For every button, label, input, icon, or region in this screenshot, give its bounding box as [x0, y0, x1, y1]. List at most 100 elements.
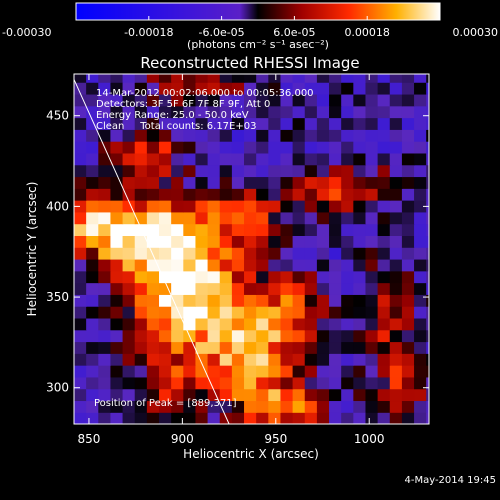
heatmap-cell: [207, 376, 221, 390]
heatmap-cell: [341, 235, 354, 248]
heatmap-cell: [292, 400, 306, 413]
heatmap-cell: [183, 365, 197, 378]
heatmap-cell: [341, 141, 354, 154]
colorbar-tick-label: 0.00030: [453, 26, 499, 39]
heatmap-cell: [195, 176, 209, 189]
heatmap-cell: [207, 105, 221, 119]
heatmap-cell: [195, 129, 209, 142]
heatmap-cell: [219, 223, 233, 236]
heatmap-cell: [292, 282, 306, 295]
heatmap-cell: [183, 176, 197, 189]
heatmap-cell: [377, 353, 391, 366]
heatmap-cell: [426, 105, 429, 119]
heatmap-cell: [134, 353, 148, 366]
peak-position-label: Position of Peak = [889,371]: [94, 398, 237, 409]
heatmap-cell: [256, 317, 269, 331]
heatmap-cell: [341, 388, 354, 402]
heatmap-cell: [377, 164, 391, 178]
heatmap-cell: [134, 388, 148, 402]
heatmap-cell: [183, 341, 197, 354]
heatmap-cell: [401, 294, 415, 307]
heatmap-cell: [353, 152, 367, 166]
heatmap-cell: [159, 211, 172, 225]
heatmap-cell: [146, 270, 160, 284]
heatmap-cell: [195, 247, 209, 260]
heatmap-cell: [134, 188, 148, 201]
heatmap-cell: [401, 188, 415, 201]
heatmap-cell: [268, 353, 282, 366]
heatmap-cell: [341, 211, 354, 225]
heatmap-cell: [280, 258, 294, 272]
heatmap-cell: [195, 223, 209, 236]
heatmap-cell: [280, 141, 294, 154]
heatmap-cell: [268, 223, 282, 236]
heatmap-cell: [353, 200, 367, 213]
heatmap-cell: [122, 93, 136, 107]
heatmap-cell: [389, 105, 403, 119]
heatmap-cell: [195, 93, 209, 107]
heatmap-cell: [280, 117, 294, 130]
heatmap-cell: [389, 341, 403, 354]
annotation-time: 14-Mar-2012 00:02:06.000 to 00:05:36.000: [96, 88, 314, 99]
heatmap-cell: [183, 306, 197, 319]
heatmap-cell: [122, 164, 136, 178]
heatmap-cell: [207, 353, 221, 366]
heatmap-cell: [244, 200, 257, 213]
heatmap-cell: [98, 270, 112, 284]
heatmap-cell: [219, 306, 233, 319]
heatmap-cell: [341, 200, 354, 213]
heatmap-cell: [268, 365, 282, 378]
heatmap-cell: [219, 129, 233, 142]
heatmap-cell: [256, 223, 269, 236]
heatmap-cell: [134, 200, 148, 213]
heatmap-cell: [414, 306, 427, 319]
heatmap-cell: [244, 105, 257, 119]
heatmap-cell: [389, 306, 403, 319]
heatmap-cell: [256, 93, 269, 107]
heatmap-cell: [365, 270, 379, 284]
heatmap-cell: [195, 294, 209, 307]
heatmap-cell: [207, 247, 221, 260]
heatmap-cell: [341, 105, 354, 119]
heatmap-cell: [134, 235, 148, 248]
heatmap-cell: [244, 306, 257, 319]
heatmap-cell: [146, 141, 160, 154]
heatmap-cell: [219, 258, 233, 272]
heatmap-cell: [146, 200, 160, 213]
chart-title: Reconstructed RHESSI Image: [140, 54, 359, 72]
heatmap-cell: [110, 74, 124, 83]
heatmap-cell: [183, 400, 197, 413]
annotation-detectors: Detectors: 3F 5F 6F 7F 8F 9F, Att 0: [96, 99, 270, 110]
heatmap-cell: [171, 341, 184, 354]
heatmap-cell: [244, 117, 257, 130]
heatmap-cell: [365, 353, 379, 366]
heatmap-cell: [98, 412, 112, 424]
x-axis-label: Heliocentric X (arcsec): [183, 447, 319, 461]
heatmap-cell: [401, 164, 415, 178]
heatmap-cell: [171, 412, 184, 424]
heatmap-cell: [365, 235, 379, 248]
heatmap-cell: [183, 117, 197, 130]
heatmap-cell: [159, 117, 172, 130]
heatmap-cell: [219, 341, 233, 354]
heatmap-cell: [231, 306, 245, 319]
heatmap-cell: [316, 329, 330, 343]
heatmap-cell: [353, 306, 367, 319]
heatmap-cell: [292, 317, 306, 331]
heatmap-cell: [401, 341, 415, 354]
heatmap-cell: [146, 188, 160, 201]
heatmap-cell: [98, 200, 112, 213]
heatmap-cell: [159, 152, 172, 166]
heatmap-cell: [74, 211, 87, 225]
heatmap-cell: [401, 353, 415, 366]
heatmap-cell: [159, 247, 172, 260]
heatmap-cell: [110, 247, 124, 260]
heatmap-cell: [401, 129, 415, 142]
heatmap-cell: [122, 329, 136, 343]
heatmap-cell: [110, 223, 124, 236]
heatmap-cell: [414, 317, 427, 331]
heatmap-cell: [183, 74, 197, 83]
heatmap-cell: [268, 376, 282, 390]
heatmap-cell: [110, 129, 124, 142]
